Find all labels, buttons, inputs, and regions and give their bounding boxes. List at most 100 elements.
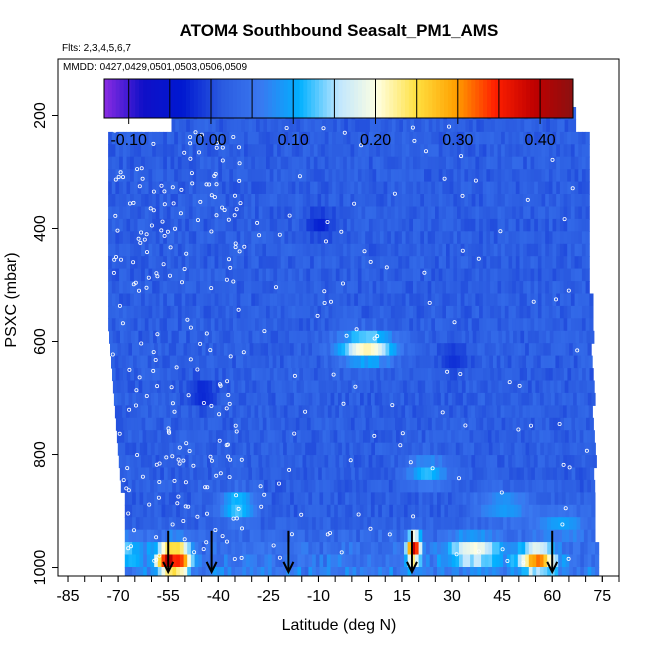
- heatmap-cell: [229, 243, 234, 257]
- heatmap-cell: [306, 256, 311, 270]
- heatmap-cell: [423, 355, 428, 369]
- heatmap-cell: [558, 343, 563, 357]
- heatmap-cell: [357, 405, 362, 419]
- heatmap-cell: [167, 467, 172, 481]
- heatmap-cell: [266, 144, 271, 158]
- heatmap-cell: [142, 330, 147, 344]
- heatmap-cell: [223, 479, 228, 493]
- heatmap-cell: [464, 131, 469, 145]
- heatmap-cell: [525, 343, 530, 357]
- heatmap-cell: [306, 293, 311, 307]
- heatmap-cell: [434, 455, 439, 469]
- sample-point: [460, 193, 465, 198]
- heatmap-cell: [475, 206, 480, 220]
- heatmap-cell: [222, 243, 227, 257]
- heatmap-cell: [108, 156, 113, 170]
- heatmap-cell: [453, 318, 458, 332]
- heatmap-cell: [273, 305, 278, 319]
- heatmap-cell: [375, 405, 380, 419]
- heatmap-cell: [510, 567, 515, 576]
- heatmap-cell: [493, 281, 498, 295]
- heatmap-cell: [179, 517, 185, 531]
- heatmap-cell: [565, 554, 570, 568]
- heatmap-cell: [398, 268, 403, 282]
- heatmap-cell: [264, 504, 269, 518]
- heatmap-cell: [464, 305, 469, 319]
- heatmap-cell: [528, 517, 533, 531]
- heatmap-cell: [337, 479, 342, 493]
- heatmap-cell: [510, 392, 515, 406]
- heatmap-cell: [403, 430, 408, 444]
- heatmap-cell: [181, 256, 186, 270]
- heatmap-cell: [165, 492, 170, 506]
- heatmap-cell: [424, 305, 429, 319]
- heatmap-cell: [247, 218, 252, 232]
- heatmap-cell: [284, 281, 289, 295]
- heatmap-cell: [468, 194, 473, 207]
- heatmap-cell: [237, 119, 242, 133]
- heatmap-cell: [288, 417, 293, 431]
- heatmap-cell: [116, 330, 121, 344]
- heatmap-cell: [324, 131, 329, 145]
- heatmap-cell: [406, 380, 411, 394]
- heatmap-cell: [465, 380, 470, 394]
- heatmap-cell: [523, 305, 528, 319]
- heatmap-cell: [372, 305, 377, 319]
- heatmap-cell: [266, 268, 271, 282]
- heatmap-cell: [370, 554, 376, 568]
- heatmap-cell: [269, 231, 274, 245]
- heatmap-cell: [176, 504, 181, 518]
- heatmap-cell: [327, 392, 332, 406]
- heatmap-cell: [578, 281, 583, 295]
- heatmap-cell: [572, 554, 578, 568]
- heatmap-cell: [405, 131, 410, 145]
- heatmap-cell: [384, 380, 389, 394]
- heatmap-cell: [376, 417, 381, 431]
- heatmap-cell: [251, 144, 256, 158]
- heatmap-cell: [427, 206, 432, 220]
- heatmap-cell: [343, 281, 348, 295]
- heatmap-cell: [426, 517, 431, 531]
- sample-point: [242, 244, 247, 249]
- heatmap-cell: [316, 442, 321, 456]
- heatmap-cell: [253, 554, 258, 568]
- heatmap-cell: [540, 355, 545, 369]
- heatmap-cell: [410, 380, 415, 394]
- heatmap-cell: [204, 467, 209, 481]
- heatmap-cell: [198, 554, 203, 568]
- heatmap-cell: [552, 181, 557, 195]
- heatmap-cell: [339, 318, 344, 332]
- heatmap-cell: [424, 206, 429, 220]
- heatmap-cell: [240, 131, 245, 145]
- heatmap-cell: [449, 169, 454, 183]
- heatmap-cell: [322, 119, 327, 133]
- heatmap-cell: [380, 417, 385, 431]
- heatmap-cell: [171, 380, 176, 394]
- heatmap-cell: [505, 467, 510, 481]
- heatmap-cell: [243, 405, 248, 419]
- heatmap-cell: [126, 131, 131, 145]
- heatmap-cell: [108, 231, 113, 245]
- heatmap-cell: [385, 430, 390, 444]
- heatmap-cell: [489, 355, 494, 369]
- heatmap-cell: [581, 455, 586, 469]
- heatmap-cell: [256, 380, 261, 394]
- heatmap-cell: [339, 405, 344, 419]
- heatmap-cell: [433, 517, 438, 531]
- heatmap-cell: [238, 529, 243, 543]
- heatmap-cell: [545, 169, 550, 183]
- heatmap-cell: [471, 231, 476, 245]
- heatmap-cell: [405, 218, 410, 232]
- heatmap-cell: [460, 293, 465, 307]
- heatmap-cell: [133, 305, 138, 319]
- heatmap-cell: [481, 504, 486, 518]
- heatmap-cell: [321, 156, 326, 170]
- heatmap-cell: [378, 517, 383, 531]
- heatmap-cell: [273, 131, 278, 145]
- heatmap-cell: [246, 442, 251, 456]
- heatmap-cell: [204, 119, 209, 133]
- heatmap-cell: [220, 442, 225, 456]
- heatmap-cell: [396, 542, 401, 556]
- heatmap-cell: [255, 467, 260, 481]
- heatmap-cell: [314, 417, 319, 431]
